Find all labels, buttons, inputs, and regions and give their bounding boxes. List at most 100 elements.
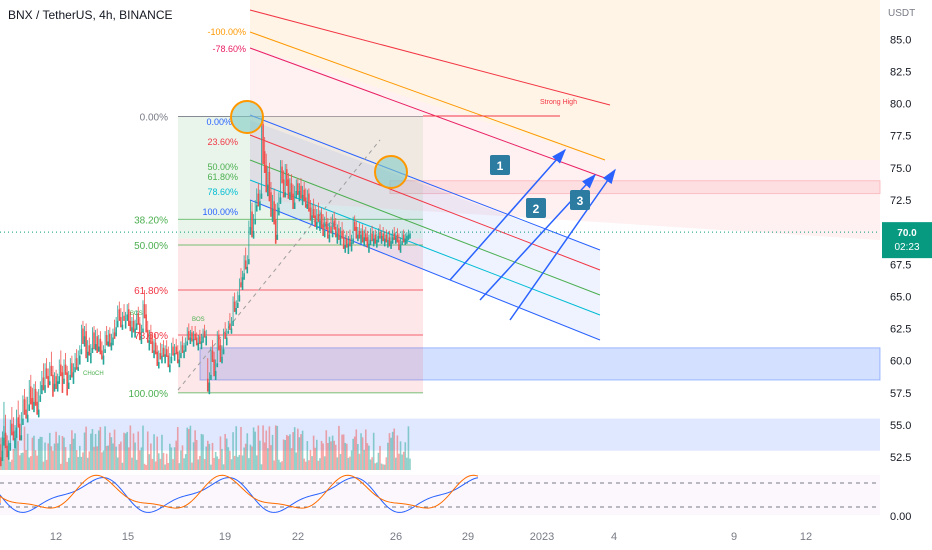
ext-lbl-2: -78.60%	[212, 44, 246, 54]
candle-body-58	[92, 348, 94, 353]
candle-body-19	[30, 386, 32, 404]
candle-body-91	[144, 304, 146, 318]
vol-38	[60, 464, 62, 470]
candle-body-29	[46, 368, 48, 378]
vol-167	[264, 442, 266, 470]
candle-body-163	[258, 194, 260, 207]
y-tick-12: 55.0	[890, 420, 911, 432]
x-tick-4: 26	[390, 531, 402, 543]
vol-76	[120, 442, 122, 470]
candle-body-126	[199, 336, 201, 344]
candle-body-53	[84, 336, 86, 346]
vol-189	[299, 437, 301, 470]
x-tick-3: 22	[292, 531, 304, 543]
vol-35	[55, 432, 57, 470]
candle-body-151	[239, 295, 241, 301]
vol-245	[387, 443, 389, 470]
vol-204	[322, 443, 324, 470]
candle-body-250	[395, 237, 397, 243]
candle-body-13	[21, 435, 23, 440]
vol-256	[404, 442, 406, 470]
candle-body-242	[382, 233, 384, 241]
candle-body-79	[125, 321, 127, 329]
candle-body-63	[100, 339, 102, 354]
vol-141	[223, 464, 225, 470]
candle-body-121	[191, 332, 193, 341]
candle-body-52	[82, 329, 84, 344]
candle-body-253	[400, 245, 402, 253]
vol-170	[269, 426, 271, 470]
candle-body-145	[229, 323, 231, 329]
vol-68	[107, 445, 109, 470]
candle-body-240	[379, 232, 381, 238]
candle-body-17	[27, 415, 29, 423]
symbol-title[interactable]: BNX / TetherUS, 4h, BINANCE	[8, 8, 173, 22]
vol-229	[362, 437, 364, 470]
vol-223	[352, 439, 354, 470]
y-tick-10: 60.0	[890, 356, 911, 368]
vol-96	[152, 459, 154, 470]
candle-body-65	[103, 356, 105, 365]
candle-body-107	[169, 365, 171, 373]
vol-173	[273, 460, 275, 470]
vol-140	[221, 449, 223, 470]
candle-body-204	[322, 224, 324, 236]
bos-r: BOS	[192, 317, 205, 323]
candle-body-199	[314, 215, 316, 227]
candle-body-213	[337, 233, 339, 243]
candle-body-162	[256, 205, 258, 211]
vol-111	[175, 441, 177, 470]
candle-body-27	[43, 377, 45, 390]
candle-body-123	[194, 334, 196, 340]
vol-181	[286, 435, 288, 470]
price-tag-time: 02:23	[894, 242, 919, 253]
vol-176	[278, 460, 280, 470]
pf-lbl-3: 50.00%	[207, 162, 238, 172]
candle-body-245	[387, 240, 389, 248]
candle-body-237	[374, 235, 376, 244]
vol-67	[106, 446, 108, 470]
vol-121	[191, 463, 193, 470]
candle-body-171	[270, 192, 272, 216]
vol-72	[114, 430, 116, 470]
vol-61	[96, 446, 98, 470]
candle-body-99	[156, 352, 158, 366]
candle-body-243	[384, 239, 386, 247]
candle-body-205	[324, 231, 326, 237]
vol-30	[47, 443, 49, 470]
candle-body-112	[177, 352, 179, 364]
vol-59	[93, 447, 95, 470]
candle-body-14	[22, 419, 24, 425]
candle-body-173	[273, 201, 275, 224]
candle-body-103	[163, 348, 165, 357]
y-tick-1: 82.5	[890, 66, 911, 78]
demand-zone-low	[0, 419, 880, 451]
fib-label-1: 38.20%	[134, 215, 168, 226]
vol-15	[24, 427, 26, 470]
vol-97	[153, 434, 155, 470]
candle-body-226	[357, 235, 359, 241]
candle-body-149	[235, 308, 237, 314]
candle-body-155	[245, 260, 247, 269]
x-tick-5: 29	[462, 531, 474, 543]
vol-252	[398, 454, 400, 470]
candle-body-257	[406, 236, 408, 244]
wave-lbl-2: 3	[577, 194, 584, 208]
y-tick-0: 85.0	[890, 34, 911, 46]
candle-body-80	[126, 314, 128, 320]
candle-body-203	[321, 214, 323, 228]
vol-88	[139, 450, 141, 470]
candle-body-143	[226, 338, 228, 346]
vol-213	[337, 457, 339, 470]
vol-190	[300, 434, 302, 470]
vol-131	[207, 441, 209, 470]
candle-body-183	[289, 192, 291, 200]
candle-body-129	[204, 331, 206, 337]
candle-body-108	[171, 357, 173, 363]
candle-body-207	[327, 227, 329, 239]
candle-body-142	[224, 332, 226, 338]
pivot-1	[231, 101, 263, 133]
vol-12	[19, 455, 21, 470]
